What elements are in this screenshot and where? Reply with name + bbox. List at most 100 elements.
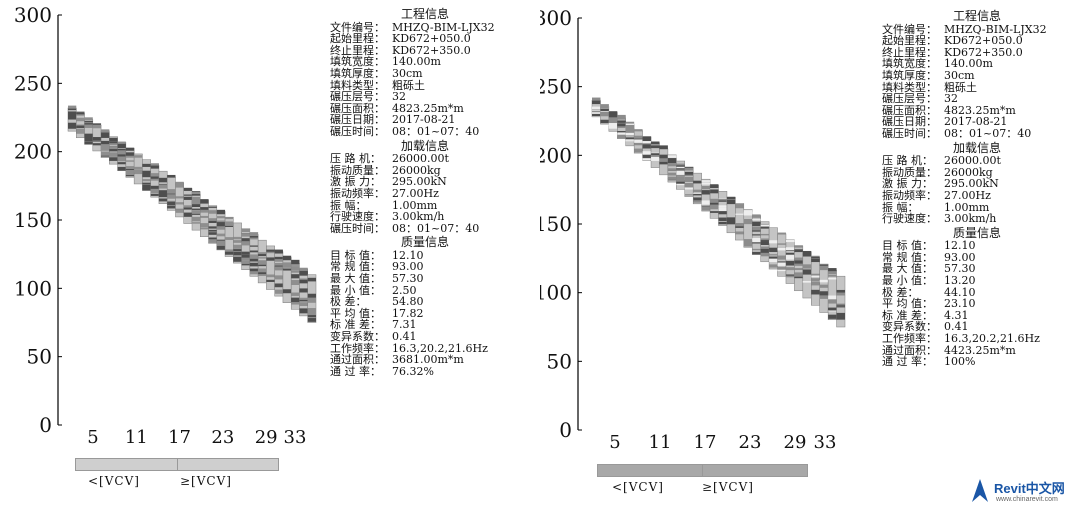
left-cell (109, 145, 118, 148)
left-y-tick-label: 0 (39, 413, 52, 437)
left-engineering-row: 文件编号： MHZQ-BIM-LJX32 (330, 21, 520, 34)
right-cell (811, 289, 820, 295)
right-cell (752, 237, 761, 241)
right-cell (625, 126, 635, 130)
left-cell (216, 243, 226, 248)
left-cell (192, 213, 201, 215)
left-cell (92, 124, 102, 129)
right-cell (642, 144, 652, 149)
right-cell (667, 172, 677, 176)
left-cell (258, 253, 267, 257)
left-quality-label: 工作频率： (330, 341, 385, 355)
left-cell (208, 239, 217, 243)
left-loading-value: 295.00kN (392, 175, 447, 189)
right-cell (693, 197, 702, 203)
right-cell (693, 193, 702, 196)
right-cell (794, 260, 803, 263)
left-cell (175, 209, 184, 213)
left-cell (241, 256, 250, 261)
left-cell (192, 210, 201, 214)
left-cell (192, 202, 201, 207)
right-loading-value: 26000.00t (944, 154, 1001, 168)
left-cell (125, 152, 135, 156)
right-cell (819, 265, 829, 271)
left-loading-value: 27.00Hz (392, 186, 439, 200)
right-quality-label: 变异系数： (882, 320, 937, 334)
left-engineering-row: 碾压时间： 08：01~07：40 (330, 126, 520, 138)
right-quality-value: 13.20 (944, 274, 976, 288)
left-cell (76, 112, 85, 115)
left-cell (142, 179, 151, 182)
left-cell (291, 280, 300, 285)
right-cell (608, 118, 618, 124)
right-quality-row: 极 差： 44.10 (882, 287, 1072, 299)
right-cell (785, 252, 795, 255)
right-cell (617, 114, 626, 120)
left-engineering-heading: 工程信息 (400, 7, 449, 21)
right-cell (777, 247, 786, 251)
left-cell (68, 108, 77, 111)
right-cell (777, 232, 786, 235)
right-cell (634, 135, 643, 139)
right-loading-row: 激 振 力： 295.00kN (882, 178, 1072, 190)
right-cell (659, 157, 668, 163)
left-engineering-value: 32 (392, 90, 406, 104)
left-cell (76, 128, 85, 133)
left-cell (167, 201, 176, 206)
left-cell (167, 189, 176, 194)
left-quality-label: 最 大 值： (330, 272, 381, 286)
left-cell (216, 240, 226, 245)
left-engineering-label: 填筑厚度： (330, 66, 385, 80)
left-x-tick-label: 5 (87, 427, 98, 448)
left-cell (125, 147, 135, 151)
right-quality-row: 最 小 值： 13.20 (882, 275, 1072, 287)
left-cell (208, 210, 217, 214)
left-cell (200, 207, 209, 210)
right-engineering-row: 终止里程： KD672+350.0 (882, 47, 1072, 59)
left-cell (307, 293, 316, 299)
right-cell (769, 247, 778, 253)
left-cell (134, 170, 143, 173)
right-cell (592, 112, 601, 117)
left-cell (76, 125, 85, 129)
left-cell (76, 119, 85, 122)
left-quality-value: 93.00 (392, 260, 424, 274)
left-quality-row: 平 均 值： 17.82 (330, 308, 520, 320)
left-cell (225, 249, 234, 254)
right-quality-label: 目 标 值： (882, 239, 933, 253)
left-cell (150, 188, 159, 194)
right-cell (769, 254, 778, 256)
right-cell (836, 292, 845, 296)
left-cell (249, 245, 259, 247)
right-cell (701, 207, 711, 211)
left-engineering-row: 填料类型： 粗砾土 (330, 79, 520, 92)
left-cell (167, 174, 176, 178)
right-loading-label: 激 振 力： (882, 177, 933, 191)
left-engineering-label: 碾压时间： (330, 124, 385, 138)
left-y-tick-label: 100 (14, 276, 52, 300)
right-cell (794, 276, 803, 279)
right-cell (785, 247, 795, 251)
left-x-tick-label: 23 (211, 427, 234, 448)
right-cell (785, 255, 795, 260)
left-cell (274, 283, 283, 287)
left-engineering-value: 30cm (392, 66, 423, 80)
left-quality-row: 通过面积： 3681.00m*m (330, 354, 520, 366)
right-y-tick-label: 200 (540, 143, 572, 167)
left-cell (142, 175, 151, 178)
right-cell (718, 218, 727, 220)
watermark-text: Revit中文网 (994, 481, 1065, 496)
left-cell (101, 155, 110, 157)
right-quality-value: 93.00 (944, 250, 976, 264)
left-cell (258, 260, 267, 265)
right-cell (600, 119, 609, 124)
right-cell (802, 264, 812, 269)
right-cell (684, 171, 694, 175)
right-quality-value: 4.31 (944, 308, 969, 322)
left-cell (307, 310, 316, 316)
left-y-tick-label: 50 (27, 345, 52, 369)
left-cell (274, 262, 283, 266)
right-loading-label: 振 幅： (882, 200, 919, 214)
right-cell (752, 219, 761, 221)
left-cell (291, 263, 300, 266)
